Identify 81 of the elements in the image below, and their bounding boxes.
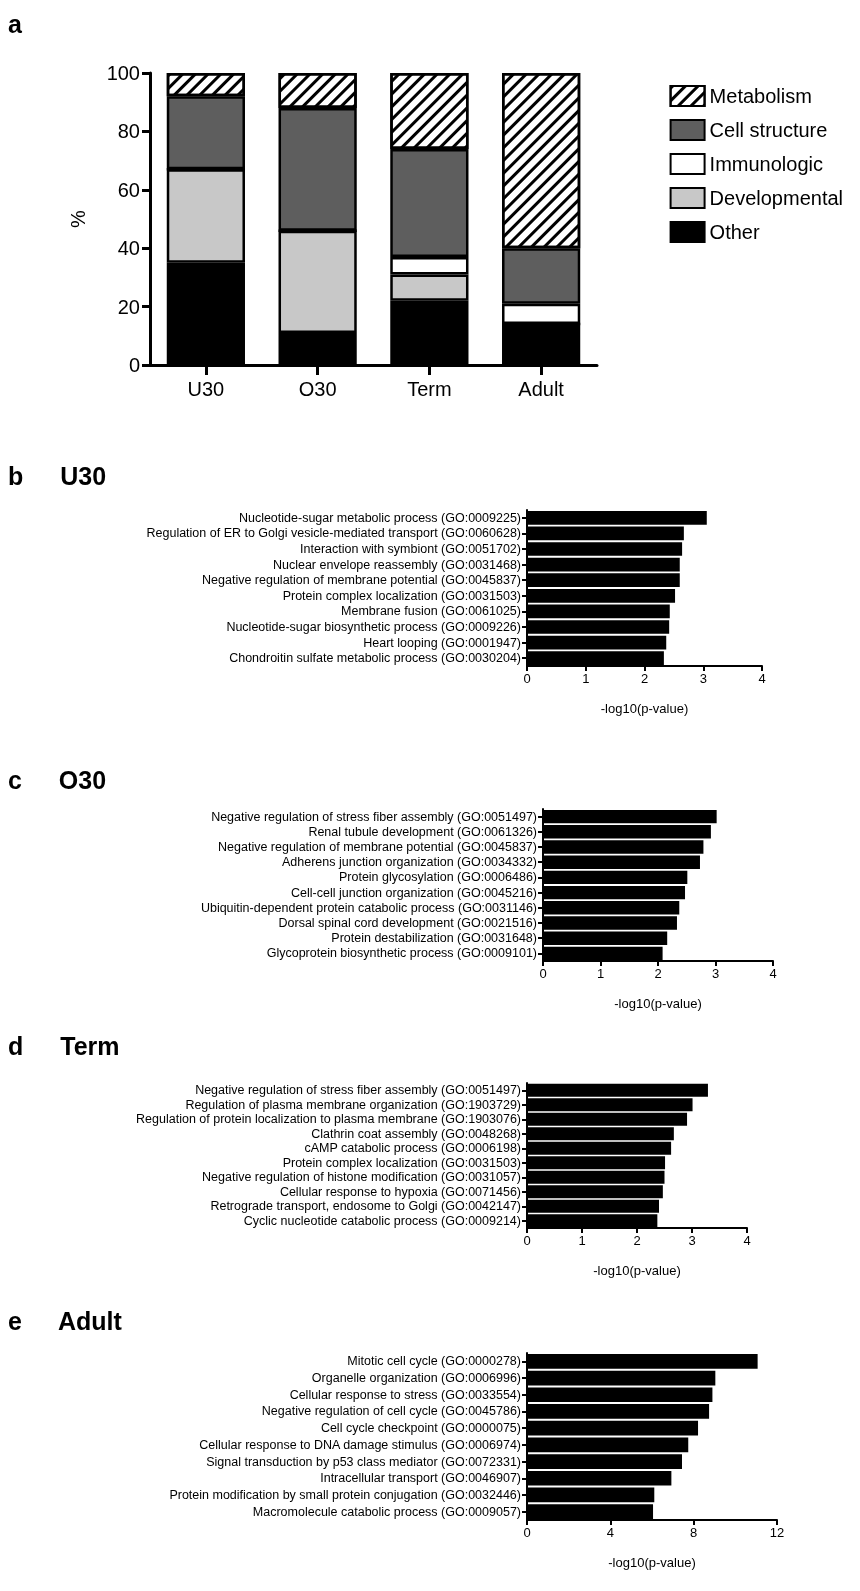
x-tick-label: 3 [688,1233,696,1248]
x-tick-label: 0 [539,966,547,981]
y-tick-label: Clathrin coat assembly (GO:0048268) [311,1126,521,1141]
x-tick-label: Term [407,378,452,400]
x-axis-title: -log10(p-value) [614,996,702,1011]
y-tick-label: Negative regulation of membrane potential (GO:0045837) [202,573,521,588]
y-tick-label: Negative regulation of cell cycle (GO:0045786) [261,1404,521,1419]
y-tick-label: Cellular response to stress (GO:0033554) [289,1387,521,1402]
chart-title: a [8,10,22,39]
y-tick-label: Protein complex localization (GO:0031503) [282,588,521,603]
y-tick-label: 20 [117,295,140,318]
y-tick-label: Protein glycosylation (GO:0006486) [338,870,537,885]
legend-label: Developmental [709,187,844,209]
y-tick-label: Regulation of plasma membrane organization (GO:1903729) [185,1097,521,1112]
y-tick-label: Regulation of protein localization to plasma membrane (GO:1903076) [136,1112,521,1127]
y-tick-label: Cell-cell junction organization (GO:0045216) [291,885,537,900]
y-tick-label: Protein complex localization (GO:0031503) [282,1155,521,1170]
x-tick-label: 8 [690,1525,698,1540]
text: e Adult [8,1307,122,1336]
x-tick-label: 1 [578,1233,586,1248]
y-tick-label: Signal transduction by p53 class mediator (GO:0072331) [206,1454,521,1469]
y-tick-label: Dorsal spinal cord development (GO:0021516) [278,916,537,930]
x-axis-title: -log10(p-value) [593,1263,681,1278]
y-tick-label: Cellular response to hypoxia (GO:0071456) [279,1184,521,1199]
x-tick-label: Adult [518,378,565,400]
x-tick-label: O30 [298,378,337,400]
y-tick-label: Nucleotide-sugar metabolic process (GO:0009225) [238,510,521,525]
x-tick-label: 4 [769,966,777,981]
y-tick-label: Cell cycle checkpoint (GO:0000075) [320,1421,521,1436]
y-tick-label: Glycoprotein biosynthetic process (GO:0009101) [266,946,537,961]
y-axis-title: % [67,209,89,228]
x-tick-label: 1 [582,671,590,686]
legend-label: Immunologic [709,153,823,175]
x-tick-label: 12 [769,1525,785,1540]
y-tick-label: Protein modification by small protein conjugation (GO:0032446) [169,1487,521,1502]
x-tick-label: 4 [743,1233,751,1248]
y-tick-label: Negative regulation of membrane potential (GO:0045837) [218,840,537,854]
y-tick-label: Mitotic cell cycle (GO:0000278) [347,1354,521,1369]
x-axis-title: -log10(p-value) [600,701,689,716]
y-tick-label: Regulation of ER to Golgi vesicle-mediated transport (GO:0060628) [146,526,521,541]
x-tick-label: 1 [596,966,605,981]
x-tick-label: 4 [758,671,766,686]
x-tick-label: 2 [640,671,649,686]
y-tick-label: Protein destabilization (GO:0031648) [331,931,537,946]
y-tick-label: 100 [106,62,140,84]
x-tick-label: 2 [633,1233,641,1248]
x-tick-label: 4 [606,1525,614,1540]
y-tick-label: Renal tubule development (GO:0061326) [308,824,537,839]
text: b U30 [8,462,107,491]
y-tick-label: Ubiquitin-dependent protein catabolic process (GO:0031146) [200,900,537,915]
y-tick-label: Cellular response to DNA damage stimulus (GO:0006974) [199,1437,521,1452]
x-axis-title: -log10(p-value) [608,1555,696,1570]
text: d Term [8,1032,120,1061]
y-tick-label: Heart looping (GO:0001947) [363,635,521,650]
y-tick-label: Macromolecule catabolic process (GO:0009057) [252,1504,521,1519]
y-tick-label: Organelle organization (GO:0006996) [311,1371,521,1386]
y-tick-label: Membrane fusion (GO:0061025) [341,604,521,619]
y-tick-label: Retrograde transport, endosome to Golgi (GO:0042147) [210,1199,521,1214]
y-tick-label: Nucleotide-sugar biosynthetic process (GO:0009226) [226,620,521,634]
legend-label: Cell structure [709,119,828,141]
x-tick-label: 3 [711,966,720,981]
legend-label: Metabolism [709,85,812,107]
x-tick-label: 3 [699,671,707,686]
y-tick-label: 80 [117,120,140,143]
y-tick-label: Nuclear envelope reassembly (GO:0031468) [272,557,521,572]
x-tick-label: U30 [187,378,225,400]
y-tick-label: Negative regulation of histone modification (GO:0031057) [202,1170,521,1185]
y-tick-label: Negative regulation of stress fiber assembly (GO:0051497) [195,1083,521,1098]
y-tick-label: Intracellular transport (GO:0046907) [320,1471,521,1486]
y-tick-label: 40 [117,237,140,260]
text: c O30 [8,766,107,795]
y-tick-label: cAMP catabolic process (GO:0006198) [304,1141,521,1156]
y-tick-label: Interaction with symbiont (GO:0051702) [300,542,521,556]
y-tick-label: Chondroitin sulfate metabolic process (GO:0030204) [229,651,521,666]
y-tick-label: 60 [117,178,140,201]
x-tick-label: 2 [654,966,662,981]
y-tick-label: Adherens junction organization (GO:0034332) [281,855,537,870]
y-tick-label: Negative regulation of stress fiber assembly (GO:0051497) [211,809,537,824]
legend-label: Other [709,221,760,243]
y-tick-label: Cyclic nucleotide catabolic process (GO:0009214) [243,1213,521,1228]
y-tick-label: 0 [128,354,140,376]
